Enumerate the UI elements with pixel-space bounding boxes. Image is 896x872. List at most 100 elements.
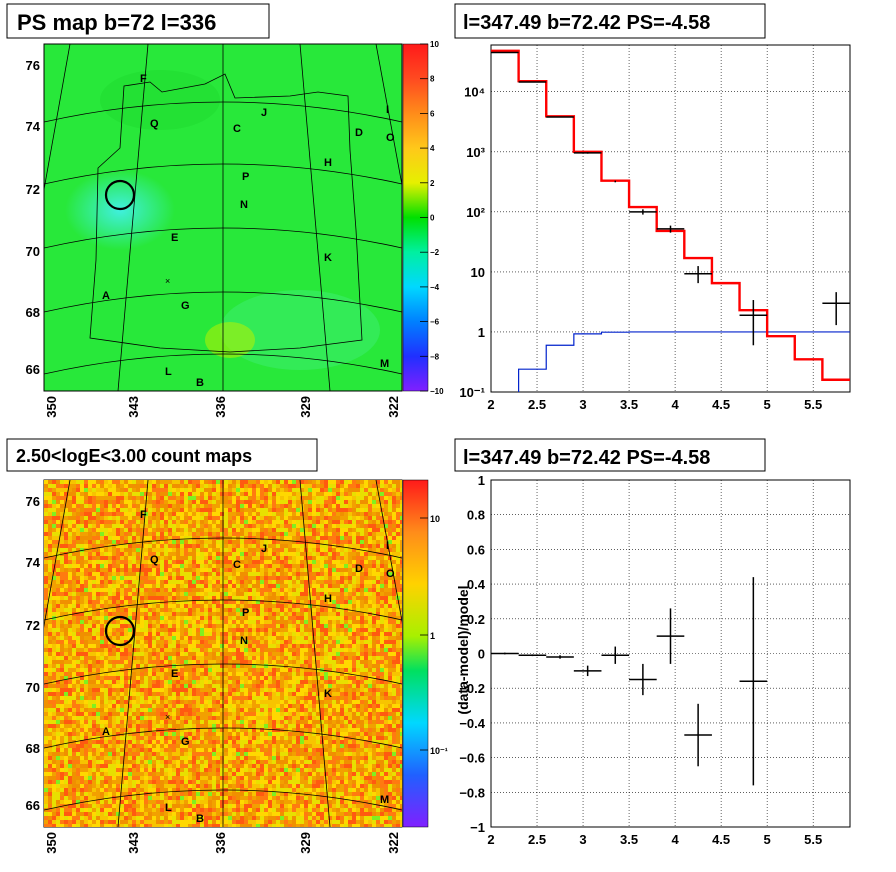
count-pixel [312, 600, 316, 604]
count-pixel [384, 528, 388, 532]
count-pixel [272, 560, 276, 564]
count-pixel [100, 552, 104, 556]
count-pixel [112, 520, 116, 524]
count-pixel [188, 636, 192, 640]
count-pixel [76, 604, 80, 608]
count-pixel [144, 636, 148, 640]
count-pixel [328, 512, 332, 516]
count-pixel [160, 656, 164, 660]
count-pixel [160, 584, 164, 588]
count-pixel [44, 524, 48, 528]
count-pixel [220, 488, 224, 492]
count-pixel [300, 684, 304, 688]
count-pixel [364, 608, 368, 612]
count-pixel [364, 580, 368, 584]
count-pixel [364, 684, 368, 688]
count-pixel [264, 580, 268, 584]
count-pixel [56, 632, 60, 636]
count-pixel [268, 640, 272, 644]
count-pixel [196, 576, 200, 580]
count-pixel [292, 624, 296, 628]
count-pixel [208, 568, 212, 572]
count-pixel [284, 484, 288, 488]
count-pixel [232, 572, 236, 576]
count-pixel [56, 616, 60, 620]
count-pixel [104, 608, 108, 612]
count-pixel [96, 480, 100, 484]
count-pixel [168, 656, 172, 660]
count-pixel [400, 656, 402, 660]
count-pixel [104, 572, 108, 576]
count-pixel [356, 676, 360, 680]
count-pixel [336, 564, 340, 568]
count-pixel [228, 624, 232, 628]
count-pixel [132, 520, 136, 524]
count-pixel [176, 636, 180, 640]
count-pixel [316, 556, 320, 560]
count-pixel [80, 480, 84, 484]
count-pixel [392, 528, 396, 532]
count-pixel [52, 628, 56, 632]
count-pixel [60, 536, 64, 540]
count-pixel [76, 580, 80, 584]
count-pixel [168, 512, 172, 516]
count-pixel [68, 656, 72, 660]
count-pixel [192, 692, 196, 696]
count-pixel [236, 564, 240, 568]
count-pixel [204, 528, 208, 532]
count-pixel [320, 488, 324, 492]
count-pixel [344, 628, 348, 632]
count-pixel [104, 552, 108, 556]
count-pixel [308, 608, 312, 612]
count-pixel [152, 512, 156, 516]
count-pixel [64, 672, 68, 676]
count-pixel [116, 640, 120, 644]
count-pixel [324, 588, 328, 592]
count-pixel [264, 536, 268, 540]
count-pixel [376, 524, 380, 528]
count-pixel [396, 512, 400, 516]
count-pixel [160, 484, 164, 488]
count-pixel [372, 652, 376, 656]
count-pixel [144, 580, 148, 584]
count-pixel [400, 632, 402, 636]
count-pixel [48, 664, 52, 668]
count-pixel [192, 644, 196, 648]
count-pixel [296, 632, 300, 636]
count-pixel [212, 604, 216, 608]
count-pixel [252, 616, 256, 620]
count-pixel [248, 612, 252, 616]
count-pixel [256, 504, 260, 508]
count-pixel [304, 620, 308, 624]
count-pixel [72, 592, 76, 596]
count-pixel [296, 568, 300, 572]
count-pixel [400, 512, 402, 516]
count-pixel [324, 548, 328, 552]
count-pixel [92, 664, 96, 668]
count-pixel [280, 580, 284, 584]
count-pixel [380, 544, 384, 548]
count-pixel [104, 508, 108, 512]
count-pixel [192, 584, 196, 588]
count-pixel [212, 612, 216, 616]
count-pixel [96, 576, 100, 580]
count-pixel [248, 492, 252, 496]
count-pixel [120, 620, 124, 624]
count-pixel [276, 516, 280, 520]
count-pixel [348, 680, 352, 684]
count-pixel [392, 516, 396, 520]
count-pixel [92, 528, 96, 532]
count-pixel [248, 556, 252, 560]
count-pixel [396, 552, 400, 556]
count-pixel [216, 492, 220, 496]
count-pixel [356, 576, 360, 580]
count-pixel [300, 572, 304, 576]
count-pixel [112, 536, 116, 540]
count-pixel [328, 492, 332, 496]
count-pixel [260, 644, 264, 648]
count-map-title: 2.50<logE<3.00 count maps [16, 446, 252, 466]
count-pixel [276, 548, 280, 552]
count-pixel [100, 500, 104, 504]
count-pixel [152, 572, 156, 576]
